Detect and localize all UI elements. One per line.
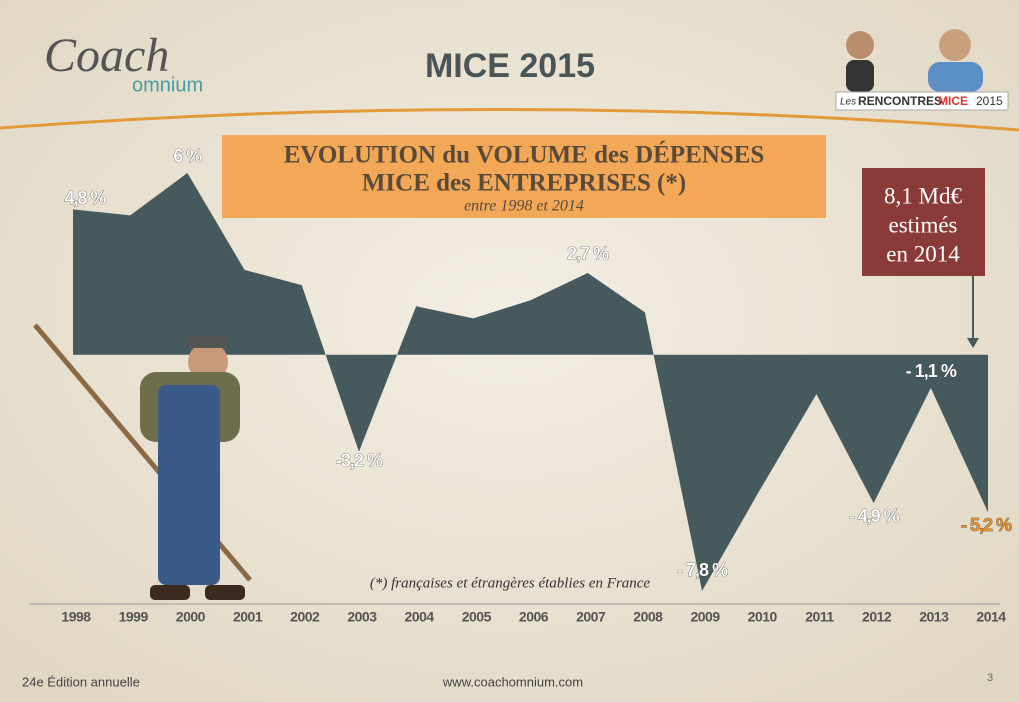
x-tick-label: 2003 — [347, 609, 377, 625]
value-label: 4,8 % — [64, 188, 106, 208]
value-label: - 7,8 % — [677, 560, 728, 580]
badge-name: RENCONTRES — [858, 94, 942, 108]
value-label: 2,7 % — [567, 244, 609, 264]
chart-title: EVOLUTION du VOLUME des DÉPENSES — [284, 141, 765, 169]
x-tick-label: 2005 — [462, 609, 492, 625]
value-label: - 5,2 % — [961, 515, 1012, 535]
x-tick-label: 2009 — [690, 609, 720, 625]
chart-subtitle: entre 1998 et 2014 — [464, 198, 584, 215]
x-tick-label: 2001 — [233, 609, 263, 625]
x-tick-label: 2007 — [576, 609, 606, 625]
x-tick-label: 2010 — [748, 609, 778, 625]
x-tick-label: 2011 — [805, 609, 834, 625]
x-tick-label: 2000 — [176, 609, 206, 625]
footnote: (*) françaises et étrangères établies en… — [370, 575, 651, 591]
slide: Coach omnium MICE 2015 Les RENCONTRES MI… — [0, 0, 1019, 702]
value-label: - 1,1 % — [906, 361, 957, 381]
logo-sub: omnium — [132, 74, 203, 96]
value-label: 6 % — [173, 146, 202, 166]
slide-title: MICE 2015 — [425, 47, 595, 85]
badge-highlight: MICE — [938, 94, 968, 108]
value-label: - 4,9 % — [849, 506, 900, 526]
badge-year: 2015 — [976, 94, 1003, 108]
x-tick-label: 2014 — [976, 609, 1006, 625]
x-tick-label: 1999 — [119, 609, 149, 625]
footer-edition: 24e Édition annuelle — [22, 674, 140, 689]
value-label: -3,2 % — [336, 450, 383, 470]
x-tick-label: 2006 — [519, 609, 549, 625]
footer-url: www.coachomnium.com — [442, 674, 583, 689]
annotation: 8,1 Md€ — [884, 183, 962, 208]
page-number: 3 — [987, 672, 993, 684]
x-tick-label: 2013 — [919, 609, 949, 625]
x-tick-label: 2008 — [633, 609, 663, 625]
x-tick-label: 2002 — [290, 609, 320, 625]
x-tick-label: 1998 — [61, 609, 91, 625]
x-tick-label: 2004 — [405, 609, 435, 625]
badge-prefix: Les — [840, 97, 856, 108]
annotation: en 2014 — [886, 241, 960, 266]
annotation: estimés — [889, 212, 958, 237]
x-tick-label: 2012 — [862, 609, 892, 625]
chart-title: MICE des ENTREPRISES (*) — [362, 170, 686, 197]
